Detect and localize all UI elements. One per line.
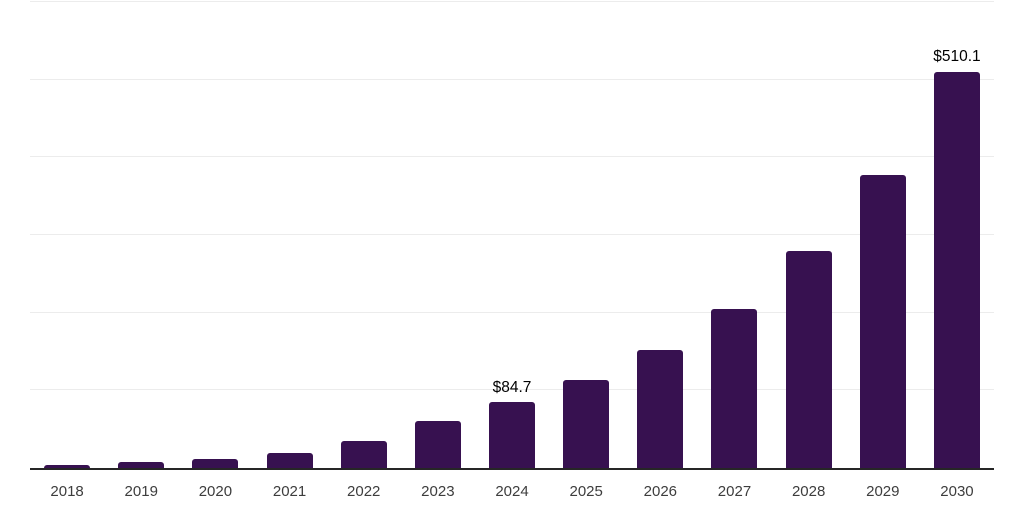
bar-slot-2028 [772, 0, 846, 468]
bar-2024 [489, 402, 536, 468]
bar-slot-2027 [697, 0, 771, 468]
bar-slot-2020 [178, 0, 252, 468]
bar-slot-2024: $84.7 [475, 0, 549, 468]
bar-2022 [340, 440, 387, 468]
gridline-600 [30, 1, 994, 2]
bar-slot-2025 [549, 0, 623, 468]
bar-slot-2030: $510.1 [920, 0, 994, 468]
bars-layer: $84.7 $510.1 [30, 0, 994, 468]
bar-slot-2018 [30, 0, 104, 468]
bar-2026 [637, 350, 684, 468]
x-axis-tick-labels: 2018 2019 2020 2021 2022 2023 2024 2025 2026 2027… [30, 470, 994, 499]
x-tick-label-2019: 2019 [124, 483, 158, 500]
gridline-300 [30, 234, 994, 235]
x-tick-label-2022: 2022 [347, 483, 381, 500]
gridline-100 [30, 389, 994, 391]
bar-2027 [711, 308, 758, 468]
bar-slot-2021 [252, 0, 326, 468]
bar-slot-2019 [104, 0, 178, 468]
bar-2018 [44, 465, 91, 468]
bar-2029 [859, 174, 906, 468]
x-tick-label-2021: 2021 [272, 483, 307, 500]
bar-2025 [563, 380, 610, 468]
x-tick-label-2023: 2023 [421, 483, 455, 500]
x-tick-label-2030: 2030 [940, 483, 974, 500]
x-tick-label-2018: 2018 [50, 483, 84, 500]
bar-slot-2026 [623, 0, 697, 468]
x-tick-label-2029: 2029 [866, 483, 900, 500]
bar-slot-2029 [846, 0, 920, 468]
gridline-200 [30, 311, 994, 313]
x-tick-label-2026: 2026 [643, 483, 678, 500]
plot-area: $84.7 $510.1 [30, 0, 994, 470]
gridline-400 [30, 156, 994, 158]
bar-slot-2022 [327, 0, 401, 468]
bar-2030 [933, 71, 980, 468]
bar-2021 [266, 452, 313, 468]
gridline-500 [30, 78, 994, 80]
bar-2019 [118, 461, 165, 468]
bar-slot-2023 [401, 0, 475, 468]
x-tick-label-2027: 2027 [717, 483, 752, 500]
bar-2023 [414, 420, 461, 468]
x-tick-label-2024: 2024 [495, 483, 529, 500]
x-tick-label-2025: 2025 [569, 483, 603, 500]
x-tick-label-2028: 2028 [791, 483, 826, 500]
bar-value-label-2024: $84.7 [492, 378, 532, 396]
x-tick-label-2020: 2020 [198, 483, 233, 500]
bar-2020 [192, 458, 239, 468]
bar-2028 [785, 250, 832, 468]
bar-value-label-2030: $510.1 [933, 48, 981, 66]
